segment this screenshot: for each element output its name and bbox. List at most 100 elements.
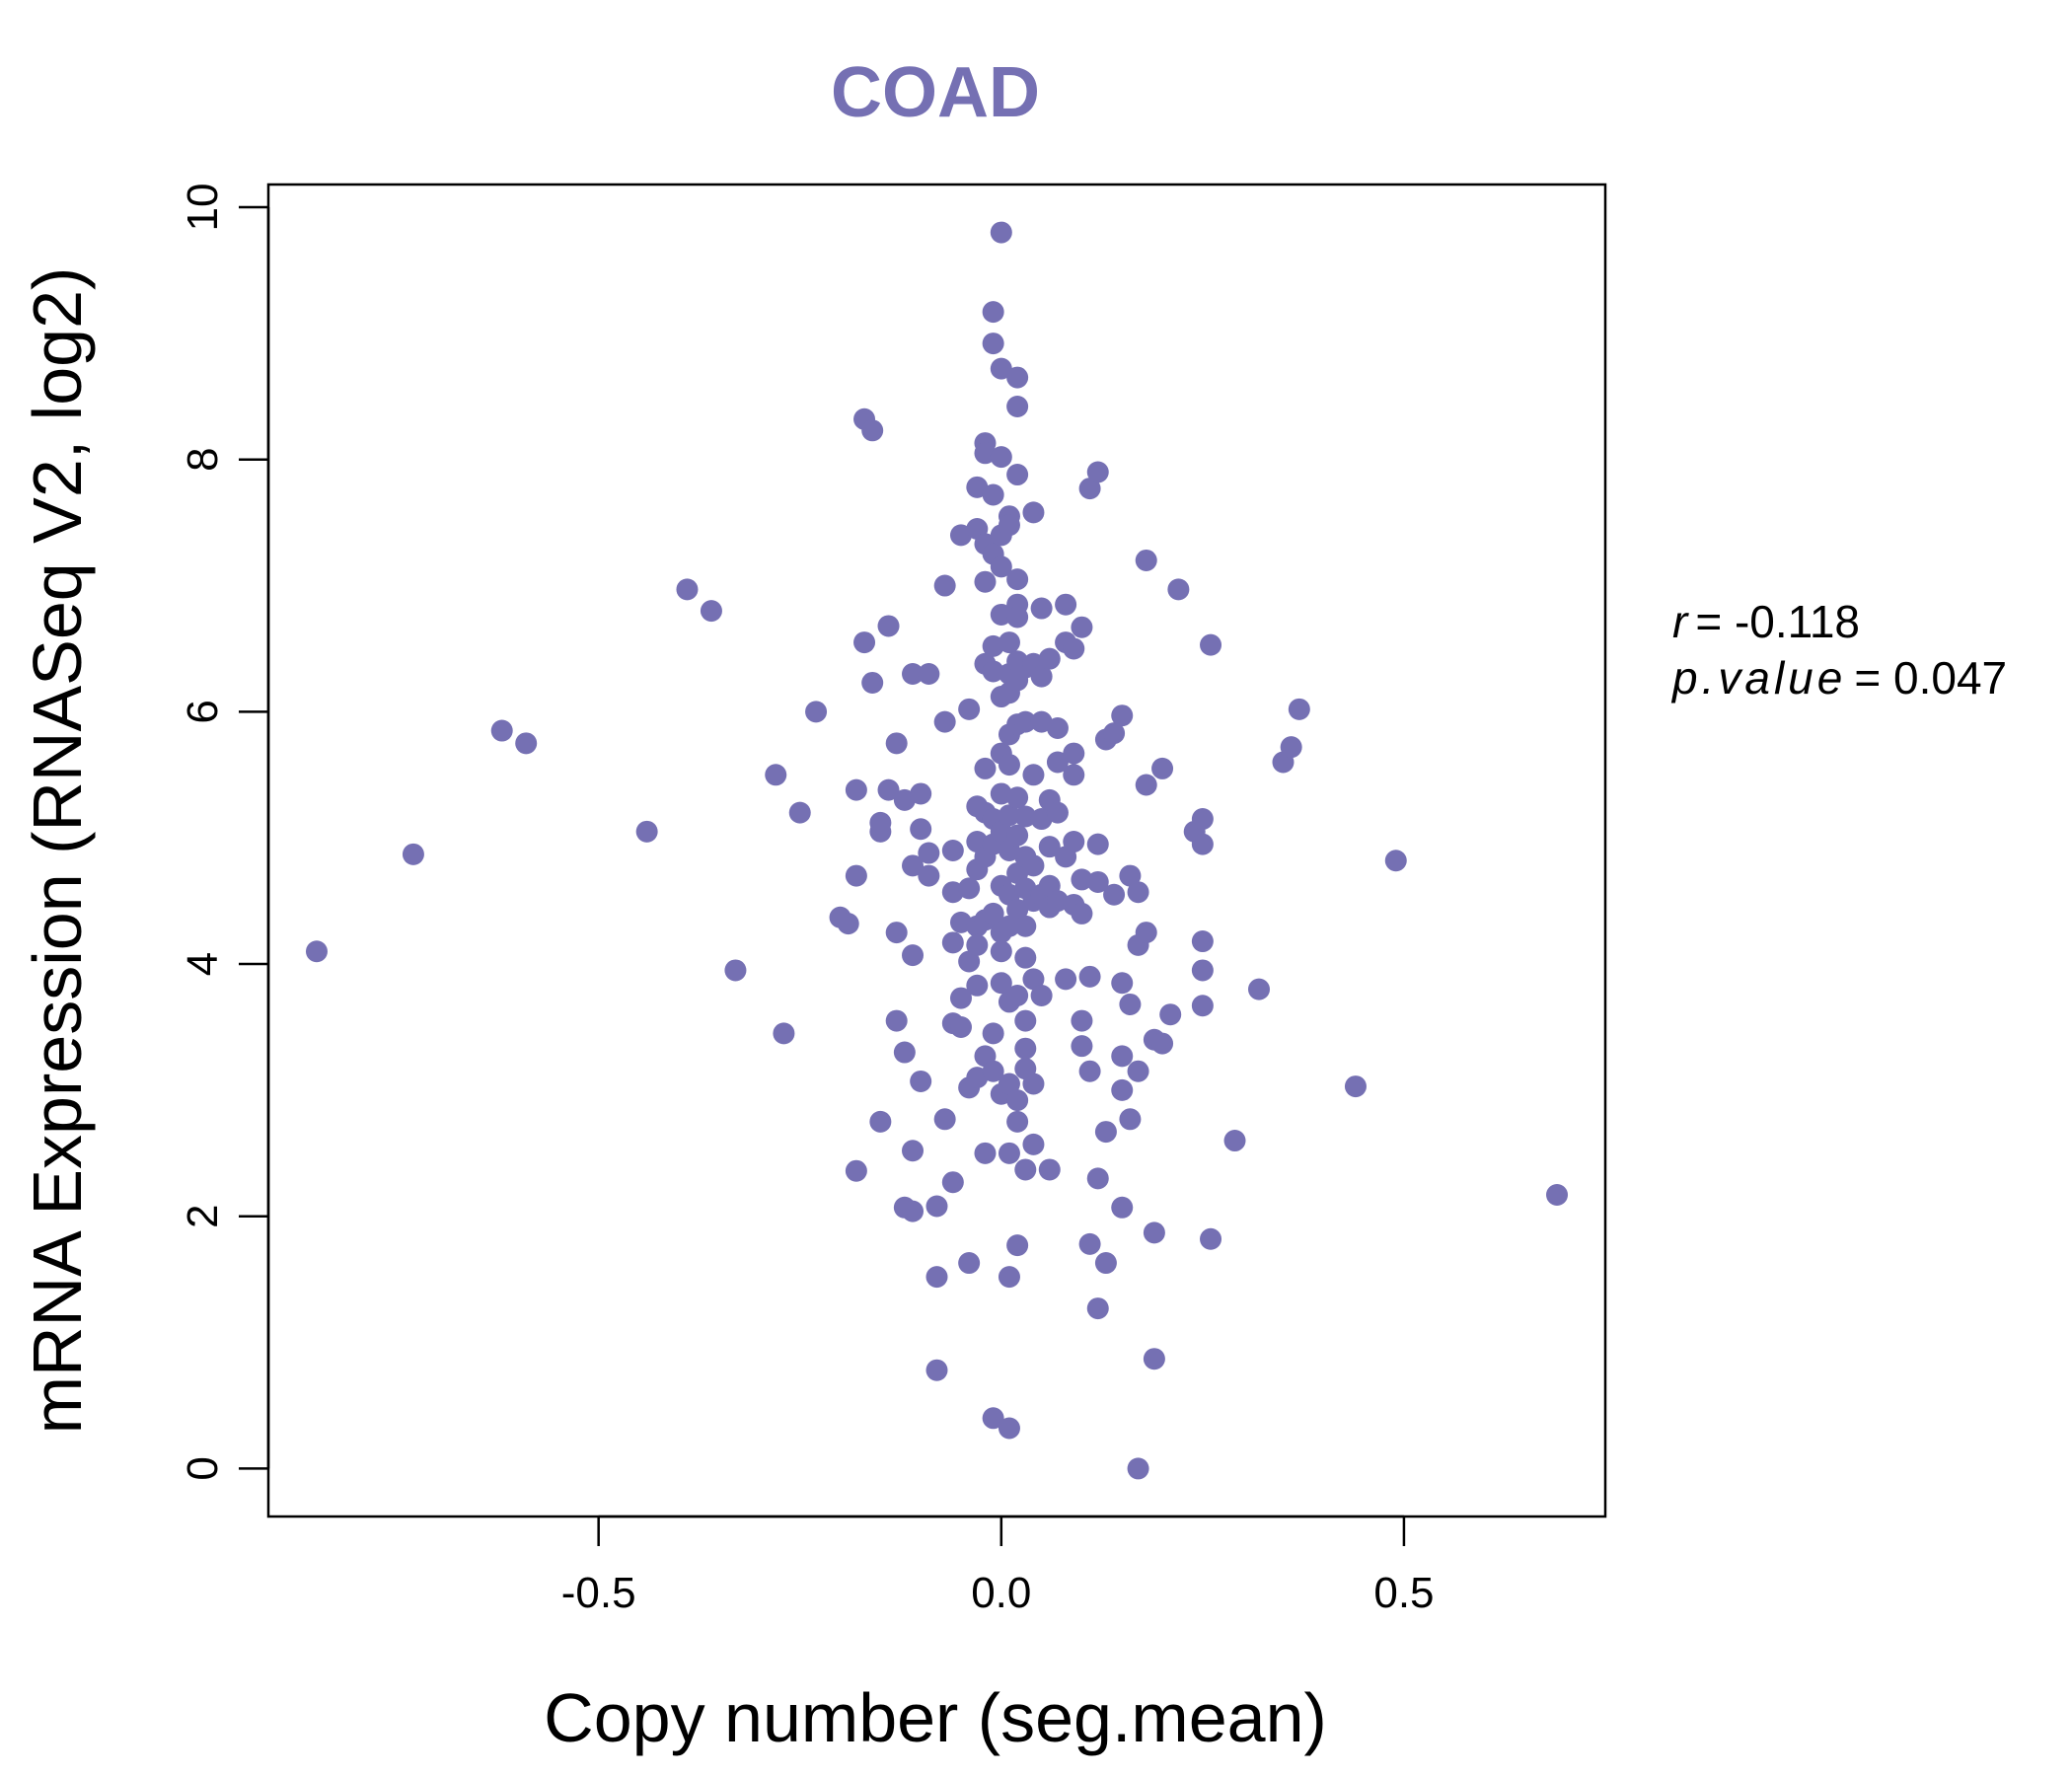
- y-tick-label: 4: [179, 952, 227, 976]
- correlation-stats: r = -0.118 p.value = 0.047: [1670, 596, 2007, 703]
- data-point: [1191, 995, 1214, 1017]
- data-point: [990, 603, 1012, 626]
- data-point: [1111, 1045, 1134, 1068]
- data-point: [805, 701, 828, 723]
- p-value: 0.047: [1893, 652, 2007, 703]
- data-point: [933, 574, 956, 597]
- data-point: [1151, 757, 1174, 779]
- data-point: [861, 419, 884, 442]
- data-point: [1111, 972, 1134, 995]
- data-point: [869, 811, 892, 834]
- data-point: [1030, 597, 1053, 620]
- r-stat: r = -0.118: [1672, 596, 1860, 647]
- data-point: [941, 1171, 964, 1194]
- data-point: [998, 1266, 1020, 1289]
- data-point: [918, 842, 940, 864]
- data-point: [1111, 1078, 1134, 1101]
- data-point: [1006, 1234, 1029, 1257]
- data-point: [869, 1110, 892, 1133]
- data-point: [1127, 1457, 1149, 1480]
- data-point: [1086, 1167, 1109, 1190]
- data-point: [990, 357, 1012, 380]
- data-point: [635, 820, 658, 843]
- data-point: [974, 1142, 997, 1164]
- data-point: [998, 1417, 1020, 1440]
- p-value-stat: p.value = 0.047: [1670, 652, 2007, 703]
- data-point: [1103, 722, 1126, 745]
- data-point: [966, 476, 989, 498]
- p-equals: =: [1854, 652, 1893, 703]
- data-point: [877, 615, 900, 637]
- data-point: [982, 660, 1004, 683]
- data-point: [1006, 1089, 1029, 1112]
- data-point: [902, 1200, 925, 1222]
- data-point: [1006, 464, 1029, 486]
- data-point: [990, 555, 1012, 578]
- data-point: [1030, 985, 1053, 1007]
- data-point: [1143, 1348, 1165, 1370]
- data-point: [933, 1108, 956, 1131]
- data-point: [837, 913, 859, 935]
- data-points: [305, 221, 1569, 1480]
- x-tick-label: 0.5: [1373, 1569, 1434, 1617]
- data-point: [1119, 1108, 1142, 1131]
- data-point: [982, 1407, 1004, 1430]
- data-point: [845, 864, 867, 887]
- data-point: [1191, 833, 1214, 855]
- data-point: [902, 944, 925, 967]
- data-point: [845, 778, 867, 801]
- data-point: [1014, 946, 1037, 969]
- data-point: [1111, 704, 1134, 727]
- data-point: [1063, 764, 1085, 786]
- data-point: [925, 1266, 948, 1289]
- data-point: [918, 864, 940, 887]
- data-point: [1167, 578, 1190, 601]
- data-point: [1022, 501, 1045, 524]
- data-point: [918, 663, 940, 686]
- data-point: [1014, 915, 1037, 937]
- data-point: [1063, 637, 1085, 660]
- data-point: [1055, 593, 1077, 616]
- data-point: [974, 757, 997, 779]
- data-point: [1022, 764, 1045, 786]
- data-point: [1151, 1032, 1174, 1055]
- data-point: [958, 698, 981, 720]
- data-point: [1046, 801, 1069, 824]
- data-point: [1071, 1035, 1093, 1058]
- data-point: [941, 840, 964, 861]
- data-point: [958, 950, 981, 973]
- data-point: [885, 922, 908, 944]
- data-point: [1006, 1110, 1029, 1133]
- data-point: [998, 915, 1020, 937]
- data-point: [305, 940, 328, 963]
- data-point: [1086, 833, 1109, 855]
- chart-title: COAD: [831, 53, 1040, 132]
- data-point: [982, 301, 1004, 324]
- data-point: [902, 663, 925, 686]
- data-point: [788, 801, 811, 824]
- data-point: [1078, 965, 1101, 988]
- data-point: [1046, 716, 1069, 739]
- data-point: [1006, 366, 1029, 389]
- x-tick-label: -0.5: [561, 1569, 636, 1617]
- data-point: [958, 877, 981, 900]
- data-point: [998, 514, 1020, 537]
- data-point: [885, 1009, 908, 1032]
- y-axis-label: mRNA Expression (RNASeq V2, log2): [19, 267, 96, 1435]
- data-point: [1022, 1073, 1045, 1095]
- r-value: -0.118: [1735, 596, 1860, 647]
- data-point: [958, 1252, 981, 1275]
- data-point: [974, 570, 997, 593]
- data-point: [1191, 959, 1214, 982]
- data-point: [998, 1073, 1020, 1095]
- data-point: [998, 754, 1020, 777]
- data-point: [982, 1060, 1004, 1082]
- data-point: [845, 1159, 867, 1182]
- data-point: [1384, 850, 1407, 872]
- data-point: [1071, 1009, 1093, 1032]
- data-point: [1014, 1009, 1037, 1032]
- data-point: [1006, 899, 1029, 922]
- y-tick-label: 0: [179, 1456, 227, 1480]
- data-point: [676, 578, 699, 601]
